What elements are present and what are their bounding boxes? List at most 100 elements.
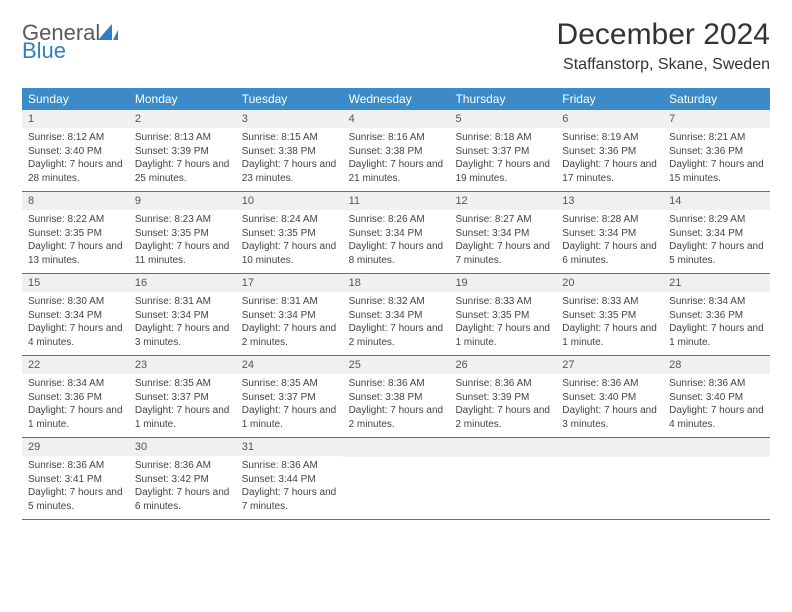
sunset-line: Sunset: 3:34 PM [562,227,657,241]
sunrise-line: Sunrise: 8:22 AM [28,213,123,227]
location-text: Staffanstorp, Skane, Sweden [557,56,770,74]
sunrise-line: Sunrise: 8:29 AM [669,213,764,227]
day-number: 1 [22,110,129,128]
day-of-week-header: SundayMondayTuesdayWednesdayThursdayFrid… [22,88,770,110]
day-cell: 12Sunrise: 8:27 AMSunset: 3:34 PMDayligh… [449,192,556,273]
day-cell: 15 Sunrise: 8:30 AMSunset: 3:34 PMDayligh… [22,274,129,355]
daylight-line: Daylight: 7 hours and 3 minutes. [135,322,230,349]
sunset-line: Sunset: 3:35 PM [135,227,230,241]
sunset-line: Sunset: 3:34 PM [28,309,123,323]
week-row: 29Sunrise: 8:36 AMSunset: 3:41 PMDayligh… [22,438,770,520]
sunrise-line: Sunrise: 8:36 AM [669,377,764,391]
day-cell: 14Sunrise: 8:29 AMSunset: 3:34 PMDayligh… [663,192,770,273]
day-body: Sunrise: 8:13 AMSunset: 3:39 PMDaylight:… [129,131,236,185]
sunset-line: Sunset: 3:35 PM [28,227,123,241]
header: General Blue December 2024 Staffanstorp,… [22,18,770,74]
sunset-line: Sunset: 3:36 PM [562,145,657,159]
day-cell: 5Sunrise: 8:18 AMSunset: 3:37 PMDaylight… [449,110,556,191]
daylight-line: Daylight: 7 hours and 4 minutes. [28,322,123,349]
sunrise-line: Sunrise: 8:34 AM [28,377,123,391]
day-number: 15 [22,274,129,292]
day-body: Sunrise: 8:36 AMSunset: 3:41 PMDaylight:… [22,459,129,513]
day-body: Sunrise: 8:12 AMSunset: 3:40 PMDaylight:… [22,131,129,185]
day-cell: 13Sunrise: 8:28 AMSunset: 3:34 PMDayligh… [556,192,663,273]
day-cell: 27 Sunrise: 8:36 AMSunset: 3:40 PMDayligh… [556,356,663,437]
day-cell: 2Sunrise: 8:13 AMSunset: 3:39 PMDaylight… [129,110,236,191]
sunrise-line: Sunrise: 8:36 AM [562,377,657,391]
daylight-line: Daylight: 7 hours and 3 minutes. [562,404,657,431]
sunrise-line: Sunrise: 8:16 AM [349,131,444,145]
sunrise-line: Sunrise: 8:34 AM [669,295,764,309]
sunset-line: Sunset: 3:35 PM [562,309,657,323]
daylight-line: Daylight: 7 hours and 1 minute. [242,404,337,431]
day-number: 14 [663,192,770,210]
sunset-line: Sunset: 3:37 PM [455,145,550,159]
sunrise-line: Sunrise: 8:35 AM [135,377,230,391]
daylight-line: Daylight: 7 hours and 2 minutes. [455,404,550,431]
sunrise-line: Sunrise: 8:36 AM [242,459,337,473]
day-number: 20 [556,274,663,292]
sunrise-line: Sunrise: 8:31 AM [242,295,337,309]
logo-word-blue: Blue [22,38,66,63]
sunset-line: Sunset: 3:38 PM [349,391,444,405]
day-cell: 18Sunrise: 8:32 AMSunset: 3:34 PMDayligh… [343,274,450,355]
day-body: Sunrise: 8:23 AMSunset: 3:35 PMDaylight:… [129,213,236,267]
day-cell: 9Sunrise: 8:23 AMSunset: 3:35 PMDaylight… [129,192,236,273]
daylight-line: Daylight: 7 hours and 5 minutes. [669,240,764,267]
day-number: 4 [343,110,450,128]
day-body: Sunrise: 8:36 AMSunset: 3:44 PMDaylight:… [236,459,343,513]
day-body: Sunrise: 8:32 AMSunset: 3:34 PMDaylight:… [343,295,450,349]
sunrise-line: Sunrise: 8:36 AM [349,377,444,391]
sunrise-line: Sunrise: 8:15 AM [242,131,337,145]
week-row: 8Sunrise: 8:22 AMSunset: 3:35 PMDaylight… [22,192,770,274]
day-number: 13 [556,192,663,210]
day-cell: 17Sunrise: 8:31 AMSunset: 3:34 PMDayligh… [236,274,343,355]
dow-cell: Wednesday [343,88,450,110]
daylight-line: Daylight: 7 hours and 11 minutes. [135,240,230,267]
week-row: 22Sunrise: 8:34 AMSunset: 3:36 PMDayligh… [22,356,770,438]
week-row: 1Sunrise: 8:12 AMSunset: 3:40 PMDaylight… [22,110,770,192]
day-cell: 1 Sunrise: 8:12 AMSunset: 3:40 PMDaylight… [22,110,129,191]
sunset-line: Sunset: 3:36 PM [669,309,764,323]
week-row: 15Sunrise: 8:30 AMSunset: 3:34 PMDayligh… [22,274,770,356]
daylight-line: Daylight: 7 hours and 6 minutes. [135,486,230,513]
day-cell: 8Sunrise: 8:22 AMSunset: 3:35 PMDaylight… [22,192,129,273]
day-body: Sunrise: 8:36 AMSunset: 3:40 PMDaylight:… [663,377,770,431]
sunrise-line: Sunrise: 8:21 AM [669,131,764,145]
daylight-line: Daylight: 7 hours and 19 minutes. [455,158,550,185]
sunrise-line: Sunrise: 8:12 AM [28,131,123,145]
day-number: 30 [129,438,236,456]
daylight-line: Daylight: 7 hours and 1 minute. [562,322,657,349]
day-number: 27 [556,356,663,374]
daylight-line: Daylight: 7 hours and 25 minutes. [135,158,230,185]
day-cell: 20 Sunrise: 8:33 AMSunset: 3:35 PMDayligh… [556,274,663,355]
day-cell: 10Sunrise: 8:24 AMSunset: 3:35 PMDayligh… [236,192,343,273]
day-number: 11 [343,192,450,210]
day-body: Sunrise: 8:36 AMSunset: 3:40 PMDaylight:… [556,377,663,431]
daylight-line: Daylight: 7 hours and 23 minutes. [242,158,337,185]
empty-daynum-bar [556,438,663,457]
sunrise-line: Sunrise: 8:33 AM [562,295,657,309]
day-cell: 24Sunrise: 8:35 AMSunset: 3:37 PMDayligh… [236,356,343,437]
day-cell: 30Sunrise: 8:36 AMSunset: 3:42 PMDayligh… [129,438,236,519]
weeks-container: 1Sunrise: 8:12 AMSunset: 3:40 PMDaylight… [22,110,770,520]
day-cell: 7Sunrise: 8:21 AMSunset: 3:36 PMDaylight… [663,110,770,191]
title-block: December 2024 Staffanstorp, Skane, Swede… [557,18,770,74]
day-number: 6 [556,110,663,128]
sunset-line: Sunset: 3:40 PM [669,391,764,405]
sunset-line: Sunset: 3:35 PM [242,227,337,241]
day-cell: 28Sunrise: 8:36 AMSunset: 3:40 PMDayligh… [663,356,770,437]
empty-day-cell [449,438,556,519]
day-body: Sunrise: 8:26 AMSunset: 3:34 PMDaylight:… [343,213,450,267]
daylight-line: Daylight: 7 hours and 7 minutes. [242,486,337,513]
day-number: 16 [129,274,236,292]
empty-daynum-bar [343,438,450,457]
day-body: Sunrise: 8:35 AMSunset: 3:37 PMDaylight:… [236,377,343,431]
day-number: 26 [449,356,556,374]
sunset-line: Sunset: 3:40 PM [28,145,123,159]
sunrise-line: Sunrise: 8:30 AM [28,295,123,309]
day-cell: 16Sunrise: 8:31 AMSunset: 3:34 PMDayligh… [129,274,236,355]
sunset-line: Sunset: 3:34 PM [349,227,444,241]
sunrise-line: Sunrise: 8:13 AM [135,131,230,145]
calendar: SundayMondayTuesdayWednesdayThursdayFrid… [22,88,770,520]
